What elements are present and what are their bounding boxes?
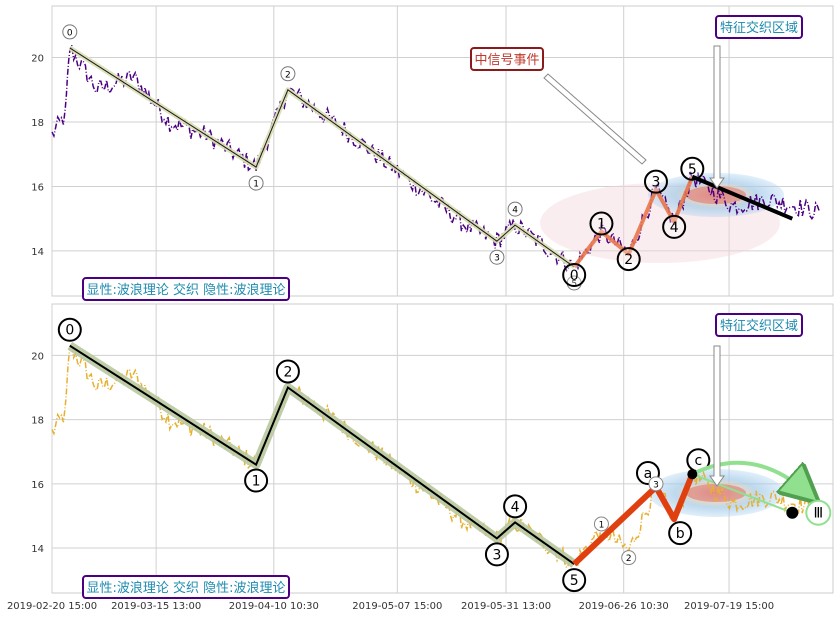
minor-label: 2 [626,554,632,564]
wave-label-circle [562,568,587,593]
sub-wave-label-circle [680,156,705,181]
major-wave-line [69,47,575,268]
wave-label: 4 [511,499,520,515]
feature-region-label: 特征交织区域 [720,318,798,334]
y-tick-label: 16 [31,480,44,491]
trend-line [691,174,794,221]
wave-label-circle [62,24,78,40]
y-tick-label: 18 [31,416,44,427]
abc-wave-label-circle [668,521,693,546]
y-tick-label: 18 [31,118,44,129]
wave-label-circle [484,542,509,567]
footer-label: 显性:波浪理论 交织 隐性:波浪理论 [86,580,285,596]
signal-event-label: 中信号事件 [474,53,539,68]
x-tick-label: 2019-04-10 10:30 [229,601,319,612]
x-tick-label: 2019-02-20 15:00 [7,601,97,612]
feature-region-arrow [709,45,725,189]
wave-label: 5 [571,280,577,290]
minor-label-circle [621,550,637,566]
wave-label-circle [248,175,264,191]
y-tick-label: 14 [31,247,44,258]
signal-event-box [470,47,544,71]
footer-box [82,277,290,301]
wave-label: 4 [512,206,518,216]
wave-label: 0 [65,323,74,339]
feature-region-label: 特征交织区域 [720,20,798,36]
projection-line [691,473,793,514]
abc-wave-line [572,473,696,567]
sub-wave-label: 3 [652,175,661,191]
x-tick-label: 2019-05-07 15:00 [352,601,442,612]
x-tick-label: 2019-06-26 10:30 [579,601,669,612]
x-tick-label: 2019-05-31 13:00 [461,601,551,612]
wave-label: 0 [67,28,73,38]
target-point [786,506,799,519]
minor-label-circle [593,516,609,532]
sub-wave-label: 2 [624,252,633,268]
plot-area [51,5,834,297]
feature-region-arrow [709,345,725,487]
feature-region-core [686,186,746,204]
feature-region-box [715,313,803,337]
wave-label: 3 [494,254,500,264]
sub-wave-label-circle [562,263,587,287]
target-label-circle [805,499,832,526]
wave-label-circle [275,359,300,384]
wave-label-circle [280,66,296,82]
footer-label: 显性:波浪理论 交织 隐性:波浪理论 [86,282,285,298]
abc-wave-label: a [644,466,653,482]
sub-wave-label: 4 [670,220,679,236]
abc-wave-label: c [694,453,702,469]
wave-label-circle [57,317,82,342]
x-axis: 2019-02-20 15:00 2019-03-15 13:00 2019-04-… [7,601,774,612]
wave-label-circle [507,201,523,217]
wave-label: 2 [283,364,292,380]
wave-label-circle [503,494,528,519]
wave-label: 1 [252,474,261,490]
major-wave-line [69,344,575,565]
sub-wave-label: 5 [688,162,697,178]
signal-arrow [543,73,647,165]
wave-label: 1 [253,180,259,190]
sub-wave-label-circle [589,211,614,236]
y-tick-label: 16 [31,182,44,193]
sub-wave-line [572,176,695,269]
wave-label: 5 [570,573,579,589]
y-tick-label: 20 [31,351,44,362]
y-tick-label: 20 [31,54,44,65]
minor-label: 1 [599,520,605,530]
wave-label-circle [489,249,505,265]
sub-wave-label: 1 [597,217,606,233]
x-tick-label: 2019-07-19 15:00 [684,601,774,612]
minor-label-circle [648,476,664,492]
sub-wave-label-circle [643,169,668,194]
feature-region-box [715,15,803,39]
price-series [51,44,821,273]
wave-label: 2 [285,70,291,80]
sub-wave-label-circle [616,247,641,272]
wave-label: 3 [492,547,501,563]
sub-wave-label: 0 [570,268,579,284]
y-tick-label: 14 [31,544,44,555]
plot-area [51,303,834,594]
x-tick-label: 2019-03-15 13:00 [111,601,201,612]
footer-box [82,575,290,599]
projection-arrow [691,460,807,493]
minor-label: 3 [653,480,659,490]
projection-start-point [687,469,698,480]
wave-label-circle [244,468,269,493]
abc-wave-label: b [676,526,685,542]
sub-wave-label-circle [662,214,687,239]
target-label: Ⅲ [813,506,823,522]
